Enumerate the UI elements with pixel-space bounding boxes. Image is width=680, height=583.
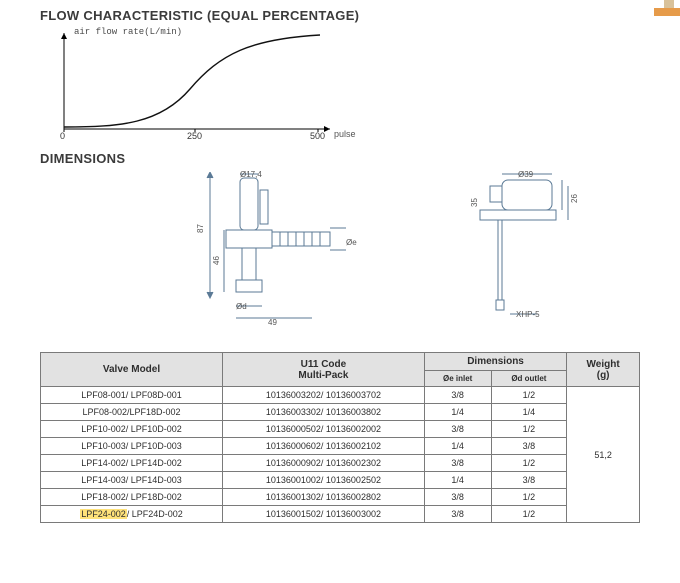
x-tick-1: 250 bbox=[187, 131, 202, 141]
table-row: LPF24-002/ LPF24D-002 10136001502/ 10136… bbox=[41, 506, 640, 523]
col-inlet: Øe inlet bbox=[424, 371, 491, 387]
col-u11-line2: Multi-Pack bbox=[229, 370, 418, 381]
dim-r-35: 35 bbox=[470, 198, 479, 207]
dimension-drawings: Ø17,4 87 46 Ød Øe 49 Ø39 26 35 XHP-5 bbox=[40, 172, 652, 342]
corner-graphic bbox=[654, 0, 680, 28]
highlighted-model: LPF24-002 bbox=[80, 509, 127, 519]
col-u11-line1: U11 Code bbox=[229, 359, 418, 370]
weight-cell: 51,2 bbox=[567, 387, 640, 523]
dim-r-dia: Ø39 bbox=[518, 170, 533, 179]
flow-chart-svg bbox=[40, 29, 340, 139]
col-weight: Weight (g) bbox=[567, 353, 640, 387]
table-row: LPF18-002/ LPF18D-00210136001302/ 101360… bbox=[41, 489, 640, 506]
flow-heading: FLOW CHARACTERISTIC (EQUAL PERCENTAGE) bbox=[40, 8, 652, 23]
dim-r-part: XHP-5 bbox=[516, 310, 540, 319]
left-drawing-svg bbox=[140, 172, 400, 342]
dim-dia-top: Ø17,4 bbox=[240, 170, 262, 179]
dim-w49: 49 bbox=[268, 318, 277, 327]
table-row: LPF14-002/ LPF14D-00210136000902/ 101360… bbox=[41, 455, 640, 472]
x-tick-2: 500 bbox=[310, 131, 325, 141]
table-row: LPF10-002/ LPF10D-00210136000502/ 101360… bbox=[41, 421, 640, 438]
col-u11: U11 Code Multi-Pack bbox=[223, 353, 425, 387]
col-dimensions: Dimensions bbox=[424, 353, 566, 371]
flow-chart: air flow rate(L/min) 0 250 500 pulse bbox=[40, 29, 340, 139]
col-weight-line1: Weight bbox=[573, 359, 633, 370]
col-valve-model: Valve Model bbox=[41, 353, 223, 387]
dimensions-heading: DIMENSIONS bbox=[40, 151, 652, 166]
x-axis-label: pulse bbox=[334, 129, 356, 139]
dim-h46: 46 bbox=[212, 256, 221, 265]
table-row: LPF14-003/ LPF14D-00310136001002/ 101360… bbox=[41, 472, 640, 489]
col-weight-line2: (g) bbox=[573, 370, 633, 381]
spec-tbody: LPF08-001/ LPF08D-00110136003202/ 101360… bbox=[41, 387, 640, 523]
dim-r-26: 26 bbox=[570, 194, 579, 203]
col-outlet: Ød outlet bbox=[491, 371, 567, 387]
y-axis-label: air flow rate(L/min) bbox=[74, 27, 182, 37]
spec-table: Valve Model U11 Code Multi-Pack Dimensio… bbox=[40, 352, 640, 523]
table-row: LPF08-002/LPF18D-00210136003302/ 1013600… bbox=[41, 404, 640, 421]
dim-oe: Øe bbox=[346, 238, 357, 247]
dim-h87: 87 bbox=[196, 224, 205, 233]
table-row: LPF10-003/ LPF10D-00310136000602/ 101360… bbox=[41, 438, 640, 455]
table-row: LPF08-001/ LPF08D-00110136003202/ 101360… bbox=[41, 387, 640, 404]
dim-od: Ød bbox=[236, 302, 247, 311]
x-tick-0: 0 bbox=[60, 131, 65, 141]
